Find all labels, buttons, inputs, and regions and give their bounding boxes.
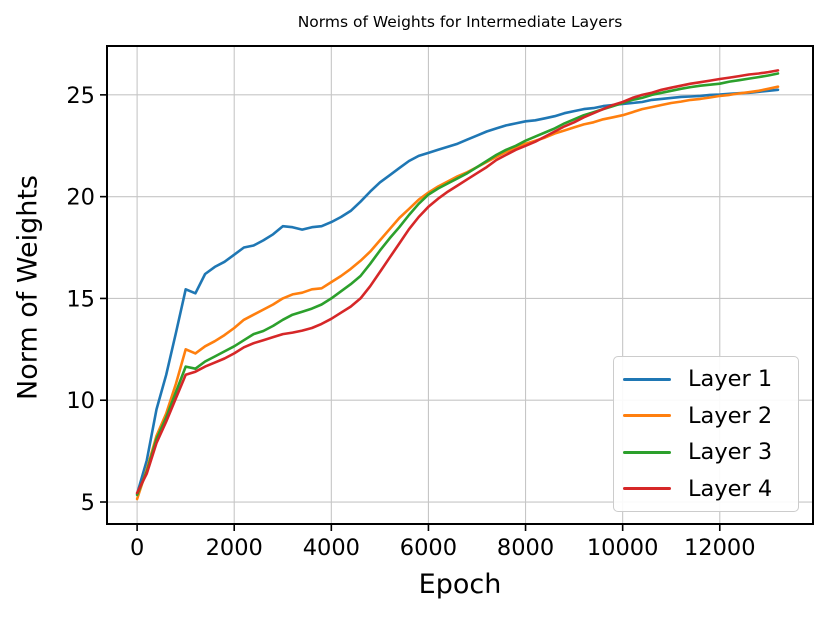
legend-item-layer-4: Layer 4 bbox=[614, 471, 798, 507]
legend-item-layer-3: Layer 3 bbox=[614, 434, 798, 470]
legend-label-layer-3: Layer 3 bbox=[688, 439, 773, 466]
chart-title: Norms of Weights for Intermediate Layers bbox=[297, 13, 623, 31]
legend-line-swatch-layer-2 bbox=[623, 414, 671, 418]
series-line-layer-3 bbox=[135, 72, 780, 497]
legend: Layer 1 Layer 2 Layer 3 Layer 4 bbox=[613, 356, 799, 512]
legend-line-swatch-layer-4 bbox=[623, 487, 671, 491]
svg-text:0: 0 bbox=[130, 535, 144, 561]
svg-text:10: 10 bbox=[66, 388, 95, 414]
svg-text:10000: 10000 bbox=[587, 535, 659, 561]
y-axis-label: Norm of Weights bbox=[12, 175, 44, 400]
svg-text:20: 20 bbox=[66, 185, 95, 211]
svg-text:25: 25 bbox=[66, 83, 95, 109]
x-axis-label: Epoch bbox=[418, 569, 502, 600]
svg-text:5: 5 bbox=[81, 490, 95, 516]
legend-line-swatch-layer-3 bbox=[623, 450, 671, 454]
svg-text:8000: 8000 bbox=[497, 535, 554, 561]
legend-label-layer-2: Layer 2 bbox=[688, 402, 773, 429]
legend-label-layer-4: Layer 4 bbox=[688, 475, 773, 502]
legend-item-layer-2: Layer 2 bbox=[614, 398, 798, 434]
tick-marks bbox=[100, 94, 721, 531]
y-tick-labels: 5 10 15 20 25 bbox=[66, 83, 95, 516]
svg-text:4000: 4000 bbox=[303, 535, 360, 561]
legend-line-swatch-layer-1 bbox=[623, 377, 671, 381]
svg-text:15: 15 bbox=[66, 286, 95, 312]
series-line-layer-4 bbox=[135, 69, 780, 495]
svg-text:2000: 2000 bbox=[206, 535, 263, 561]
series-line-layer-1 bbox=[135, 88, 780, 496]
axes-spines bbox=[106, 45, 814, 525]
legend-item-layer-1: Layer 1 bbox=[614, 361, 798, 397]
series-line-layer-2 bbox=[135, 85, 780, 501]
svg-text:6000: 6000 bbox=[400, 535, 457, 561]
svg-text:12000: 12000 bbox=[684, 535, 756, 561]
legend-label-layer-1: Layer 1 bbox=[688, 366, 773, 393]
gridlines bbox=[107, 46, 813, 524]
x-tick-labels: 0 2000 4000 6000 8000 10000 12000 bbox=[130, 535, 756, 561]
